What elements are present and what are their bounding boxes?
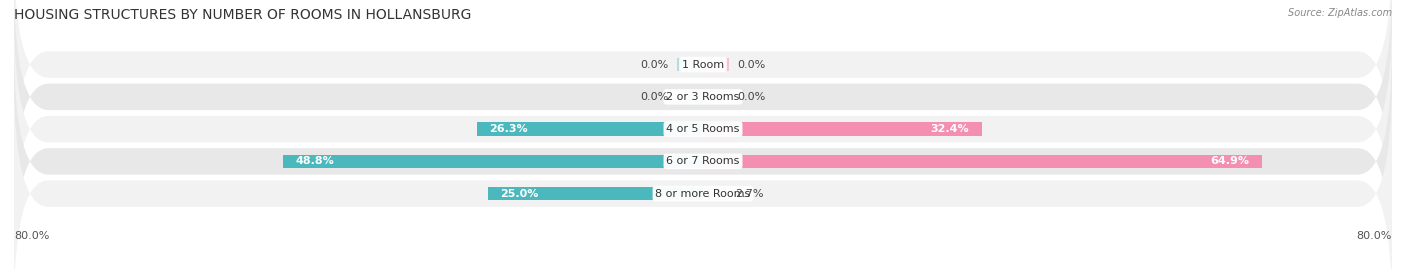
Text: 32.4%: 32.4% bbox=[931, 124, 969, 134]
Text: 0.0%: 0.0% bbox=[738, 59, 766, 70]
Text: 26.3%: 26.3% bbox=[489, 124, 529, 134]
Text: 25.0%: 25.0% bbox=[501, 189, 538, 199]
Legend: Owner-occupied, Renter-occupied: Owner-occupied, Renter-occupied bbox=[574, 266, 832, 269]
Text: 6 or 7 Rooms: 6 or 7 Rooms bbox=[666, 156, 740, 167]
Text: HOUSING STRUCTURES BY NUMBER OF ROOMS IN HOLLANSBURG: HOUSING STRUCTURES BY NUMBER OF ROOMS IN… bbox=[14, 8, 471, 22]
Bar bbox=[283, 155, 703, 168]
FancyBboxPatch shape bbox=[14, 45, 1392, 269]
Text: 64.9%: 64.9% bbox=[1211, 156, 1249, 167]
Text: 0.0%: 0.0% bbox=[738, 92, 766, 102]
Bar bbox=[477, 122, 703, 136]
Text: 4 or 5 Rooms: 4 or 5 Rooms bbox=[666, 124, 740, 134]
Bar bbox=[703, 122, 981, 136]
Bar bbox=[703, 58, 728, 71]
Bar bbox=[678, 90, 703, 104]
Text: 1 Room: 1 Room bbox=[682, 59, 724, 70]
Text: 48.8%: 48.8% bbox=[295, 156, 335, 167]
Bar bbox=[488, 187, 703, 200]
Bar bbox=[703, 90, 728, 104]
Text: 80.0%: 80.0% bbox=[1357, 231, 1392, 241]
FancyBboxPatch shape bbox=[14, 78, 1392, 269]
FancyBboxPatch shape bbox=[14, 0, 1392, 180]
Text: 0.0%: 0.0% bbox=[640, 59, 669, 70]
Bar bbox=[678, 58, 703, 71]
Text: 8 or more Rooms: 8 or more Rooms bbox=[655, 189, 751, 199]
Text: 2.7%: 2.7% bbox=[735, 189, 763, 199]
Text: Source: ZipAtlas.com: Source: ZipAtlas.com bbox=[1288, 8, 1392, 18]
Text: 2 or 3 Rooms: 2 or 3 Rooms bbox=[666, 92, 740, 102]
Text: 0.0%: 0.0% bbox=[640, 92, 669, 102]
Bar bbox=[703, 155, 1263, 168]
FancyBboxPatch shape bbox=[14, 0, 1392, 213]
FancyBboxPatch shape bbox=[14, 13, 1392, 245]
Bar bbox=[703, 187, 727, 200]
Text: 80.0%: 80.0% bbox=[14, 231, 49, 241]
